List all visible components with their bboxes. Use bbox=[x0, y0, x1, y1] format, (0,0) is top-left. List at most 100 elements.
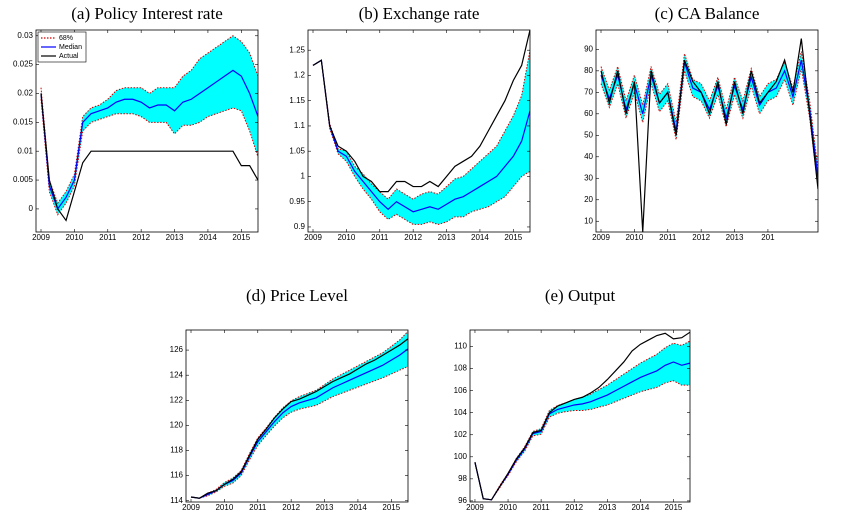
series-line bbox=[40, 69, 258, 211]
x-tick-label: 2009 bbox=[466, 503, 484, 512]
y-tick-label: 100 bbox=[454, 452, 468, 461]
x-tick-label: 2011 bbox=[533, 503, 551, 512]
x-tick-label: 2010 bbox=[215, 503, 233, 512]
panel-title: (a) Policy Interest rate bbox=[71, 4, 223, 23]
panel-title: (c) CA Balance bbox=[655, 4, 760, 23]
y-tick-label: 0.02 bbox=[17, 89, 33, 98]
y-tick-label: 120 bbox=[170, 421, 184, 430]
x-tick-label: 2009 bbox=[304, 233, 322, 242]
y-tick-label: 1 bbox=[301, 172, 306, 181]
y-tick-label: 1.05 bbox=[289, 146, 305, 155]
plot-area bbox=[312, 30, 530, 225]
x-tick-label: 2015 bbox=[232, 233, 250, 242]
plot-area bbox=[474, 331, 690, 501]
x-tick-label: 2014 bbox=[631, 503, 649, 512]
y-tick-label: 106 bbox=[454, 386, 468, 395]
y-tick-label: 0.01 bbox=[17, 146, 33, 155]
x-tick-label: 2011 bbox=[249, 503, 267, 512]
y-tick-label: 1.2 bbox=[294, 71, 306, 80]
x-tick-label: 2009 bbox=[32, 233, 50, 242]
x-tick-label: 2015 bbox=[382, 503, 400, 512]
y-tick-label: 118 bbox=[170, 446, 183, 455]
x-tick-label: 2013 bbox=[726, 233, 744, 242]
y-tick-label: 98 bbox=[458, 474, 467, 483]
y-tick-label: 102 bbox=[454, 430, 468, 439]
axes-frame bbox=[307, 29, 531, 233]
panel: (c) CA Balance 10 20 30 40 50 60 70 80 90 2009 2010… bbox=[584, 4, 819, 242]
y-tick-label: 1.1 bbox=[294, 121, 306, 130]
y-tick-label: 30 bbox=[584, 173, 593, 182]
y-tick-label: 60 bbox=[584, 109, 593, 118]
x-tick-label: 2010 bbox=[499, 503, 517, 512]
y-tick-label: 116 bbox=[170, 471, 183, 480]
series-line bbox=[474, 331, 690, 501]
x-tick-label: 201 bbox=[761, 233, 775, 242]
y-tick-label: 10 bbox=[584, 216, 593, 225]
band-lower bbox=[190, 365, 408, 499]
x-tick-label: 2012 bbox=[132, 233, 150, 242]
y-tick-label: 96 bbox=[458, 496, 467, 505]
band-upper bbox=[190, 330, 408, 499]
y-tick-label: 80 bbox=[584, 66, 593, 75]
panel: (e) Output 96 98 100 102 104 106 108 110 2009 2010… bbox=[454, 286, 691, 512]
legend-label: 68% bbox=[59, 35, 73, 42]
panel-title: (e) Output bbox=[545, 286, 616, 305]
x-tick-label: 2013 bbox=[166, 233, 184, 242]
band-lower bbox=[474, 380, 690, 501]
y-tick-label: 40 bbox=[584, 152, 593, 161]
panel: (d) Price Level 114 116 118 120 122 124 126 2009… bbox=[170, 286, 409, 512]
panel: (b) Exchange rate 0.9 0.95 1 1.05 1.1 1.15 1.2 1… bbox=[289, 4, 531, 242]
band-fill bbox=[474, 341, 690, 500]
y-tick-label: 0.03 bbox=[17, 31, 33, 40]
y-tick-label: 1.25 bbox=[289, 45, 305, 54]
band-upper bbox=[312, 50, 530, 200]
y-tick-label: 50 bbox=[584, 130, 593, 139]
y-tick-label: 0.95 bbox=[289, 197, 305, 206]
y-tick-label: 70 bbox=[584, 87, 593, 96]
legend-label: Median bbox=[59, 44, 82, 51]
series-line bbox=[190, 338, 408, 499]
axes-frame bbox=[35, 29, 259, 233]
y-tick-label: 126 bbox=[170, 345, 184, 354]
y-tick-label: 90 bbox=[584, 44, 593, 53]
axes-frame bbox=[185, 329, 409, 503]
plot-area bbox=[40, 35, 258, 222]
x-tick-label: 2014 bbox=[349, 503, 367, 512]
x-tick-label: 2012 bbox=[565, 503, 583, 512]
legend: 68% Median Actual bbox=[37, 31, 87, 63]
plot-area bbox=[600, 38, 818, 232]
y-tick-label: 0.015 bbox=[13, 117, 34, 126]
series-line bbox=[312, 59, 530, 213]
series-line bbox=[600, 38, 818, 232]
y-tick-label: 110 bbox=[454, 342, 467, 351]
x-tick-label: 2013 bbox=[438, 233, 456, 242]
x-tick-label: 2013 bbox=[316, 503, 334, 512]
x-tick-label: 2012 bbox=[692, 233, 710, 242]
axes-frame bbox=[469, 329, 691, 503]
series-line bbox=[312, 30, 530, 193]
plot-area bbox=[190, 330, 408, 499]
x-tick-label: 2010 bbox=[65, 233, 83, 242]
band-fill bbox=[41, 35, 258, 215]
x-tick-label: 2014 bbox=[199, 233, 217, 242]
y-tick-label: 114 bbox=[170, 496, 183, 505]
panel-title: (d) Price Level bbox=[246, 286, 348, 305]
x-tick-label: 2012 bbox=[282, 503, 300, 512]
y-tick-label: 0.005 bbox=[13, 175, 34, 184]
y-tick-label: 1.15 bbox=[289, 96, 305, 105]
y-tick-label: 0.025 bbox=[13, 60, 34, 69]
x-tick-label: 2009 bbox=[182, 503, 200, 512]
x-tick-label: 2011 bbox=[99, 233, 117, 242]
axes-frame bbox=[595, 29, 819, 233]
x-tick-label: 2015 bbox=[665, 503, 683, 512]
y-tick-label: 20 bbox=[584, 195, 593, 204]
y-tick-label: 124 bbox=[170, 370, 184, 379]
y-tick-label: 122 bbox=[170, 395, 184, 404]
y-tick-label: 104 bbox=[454, 408, 468, 417]
y-tick-label: 0.9 bbox=[294, 222, 306, 231]
x-tick-label: 2010 bbox=[337, 233, 355, 242]
x-tick-label: 2011 bbox=[371, 233, 389, 242]
x-tick-label: 2010 bbox=[625, 233, 643, 242]
